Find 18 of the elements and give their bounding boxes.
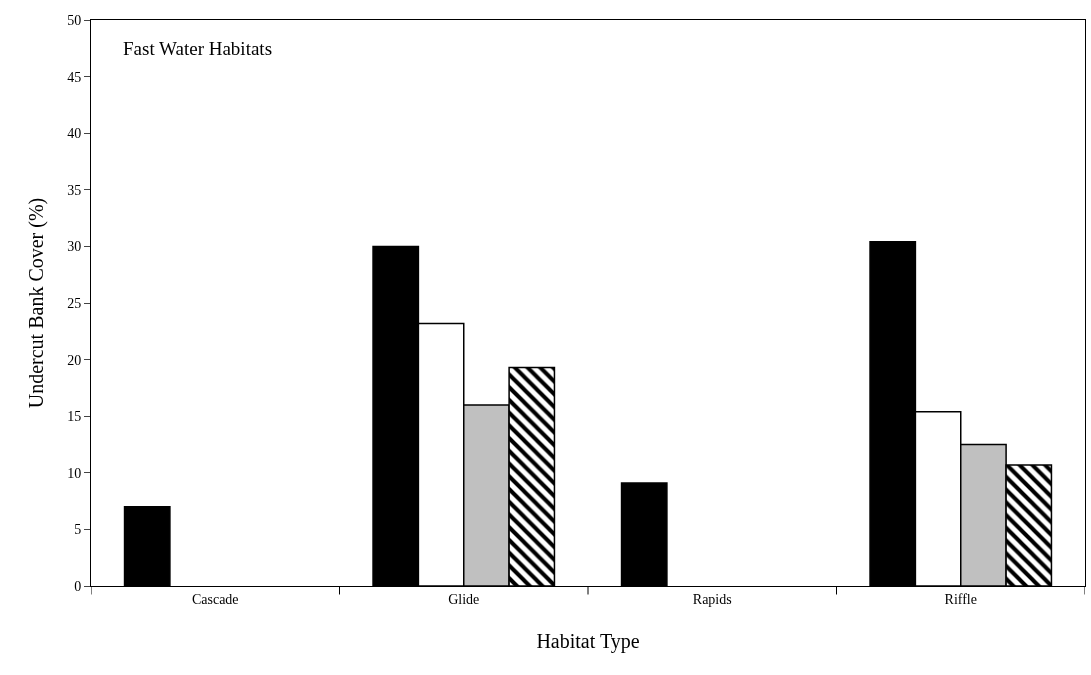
y-tick-label: 40 (67, 126, 82, 142)
annotation: Fast Water Habitats (123, 38, 273, 59)
x-axis-title: Habitat Type (536, 630, 640, 654)
y-tick-label: 30 (67, 239, 82, 255)
y-tick-label: 45 (67, 69, 82, 85)
x-tick-label: Glide (448, 591, 480, 607)
x-tick-label: Riffle (944, 591, 977, 607)
y-tick-label: 35 (67, 182, 82, 198)
y-axis-title: Undercut Bank Cover (%) (24, 197, 48, 409)
y-tick-label: 15 (67, 409, 82, 425)
y-tick-label: 0 (74, 578, 82, 594)
y-tick-label: 25 (67, 295, 82, 311)
y-tick-label: 50 (67, 12, 82, 28)
y-tick-label: 5 (74, 522, 82, 538)
y-tick-label: 20 (67, 352, 82, 368)
x-tick-label: Cascade (191, 591, 239, 607)
y-tick-label: 10 (67, 465, 82, 481)
x-tick-label: Rapids (692, 591, 732, 607)
